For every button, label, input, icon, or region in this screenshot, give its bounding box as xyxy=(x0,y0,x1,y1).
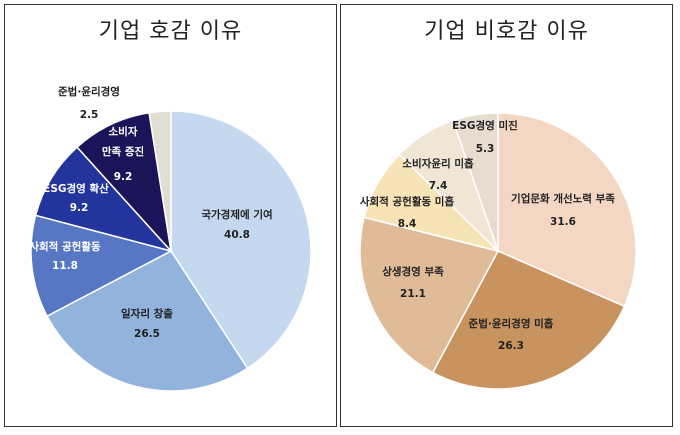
slice-value-label: 26.3 xyxy=(498,340,524,352)
slice-value-label: 8.4 xyxy=(398,218,417,230)
pie-slice xyxy=(30,214,174,318)
pie-slice xyxy=(34,146,174,253)
slice-label: 준법·윤리경영 미흡 xyxy=(469,317,554,330)
slice-label: ESG경영 미진 xyxy=(452,119,518,132)
slice-label: 준법·윤리경영 xyxy=(58,85,120,98)
pie-slice xyxy=(359,216,500,374)
slice-label: 소비자 만족 증진 xyxy=(102,125,144,158)
slice-value-label: 40.8 xyxy=(224,229,250,241)
slice-value-label: 11.8 xyxy=(52,260,78,272)
slice-value-label: 31.6 xyxy=(550,216,576,228)
chart-title-unfavorable: 기업 비호감 이유 xyxy=(424,19,589,44)
pie-slice xyxy=(76,111,173,254)
slice-value-label: 21.1 xyxy=(400,288,426,300)
slice-value-label: 9.2 xyxy=(114,171,133,183)
slice-value-label: 2.5 xyxy=(80,109,99,121)
slice-value-label: 5.3 xyxy=(476,143,495,155)
slice-label: 일자리 창출 xyxy=(121,307,173,320)
pie-slice xyxy=(148,110,172,252)
slice-label: 상생경영 부족 xyxy=(382,265,444,278)
slice-label: 사회적 공헌활동 xyxy=(29,240,101,253)
slice-label: 기업문화 개선노력 부족 xyxy=(511,192,615,205)
left-chart-panel: 기업 호감 이유 국가경제에 기여 40.8 일자리 창출 26.5 사회적 공헌활동 1… xyxy=(4,4,337,427)
pie-chart-favorable: 국가경제에 기여 40.8 일자리 창출 26.5 사회적 공헌활동 11.8 ESG경영 … xyxy=(29,85,312,392)
chart-title-favorable: 기업 호감 이유 xyxy=(98,19,243,44)
pie-chart-unfavorable: 기업문화 개선노력 부족 31.6 준법·윤리경영 미흡 26.3 상생경영 부족 21.… xyxy=(359,112,637,390)
slice-label: 소비자윤리 미흡 xyxy=(402,157,474,170)
slice-label: 사회적 공헌활동 미흡 xyxy=(360,195,455,208)
slice-value-label: 7.4 xyxy=(429,180,448,192)
pie-slice xyxy=(451,112,499,252)
pie-slice xyxy=(497,112,637,308)
pie-slice xyxy=(431,250,626,390)
right-chart-panel: 기업 비호감 이유 기업문화 개선노력 부족 31.6 준법·윤리경영 미흡 26.3… xyxy=(340,4,673,427)
slice-value-label: 9.2 xyxy=(70,202,89,214)
slice-value-label: 26.5 xyxy=(134,328,160,340)
slice-label: ESG경영 확산 xyxy=(43,182,109,195)
slice-label: 국가경제에 기여 xyxy=(201,208,272,221)
pie-slice xyxy=(46,250,249,392)
